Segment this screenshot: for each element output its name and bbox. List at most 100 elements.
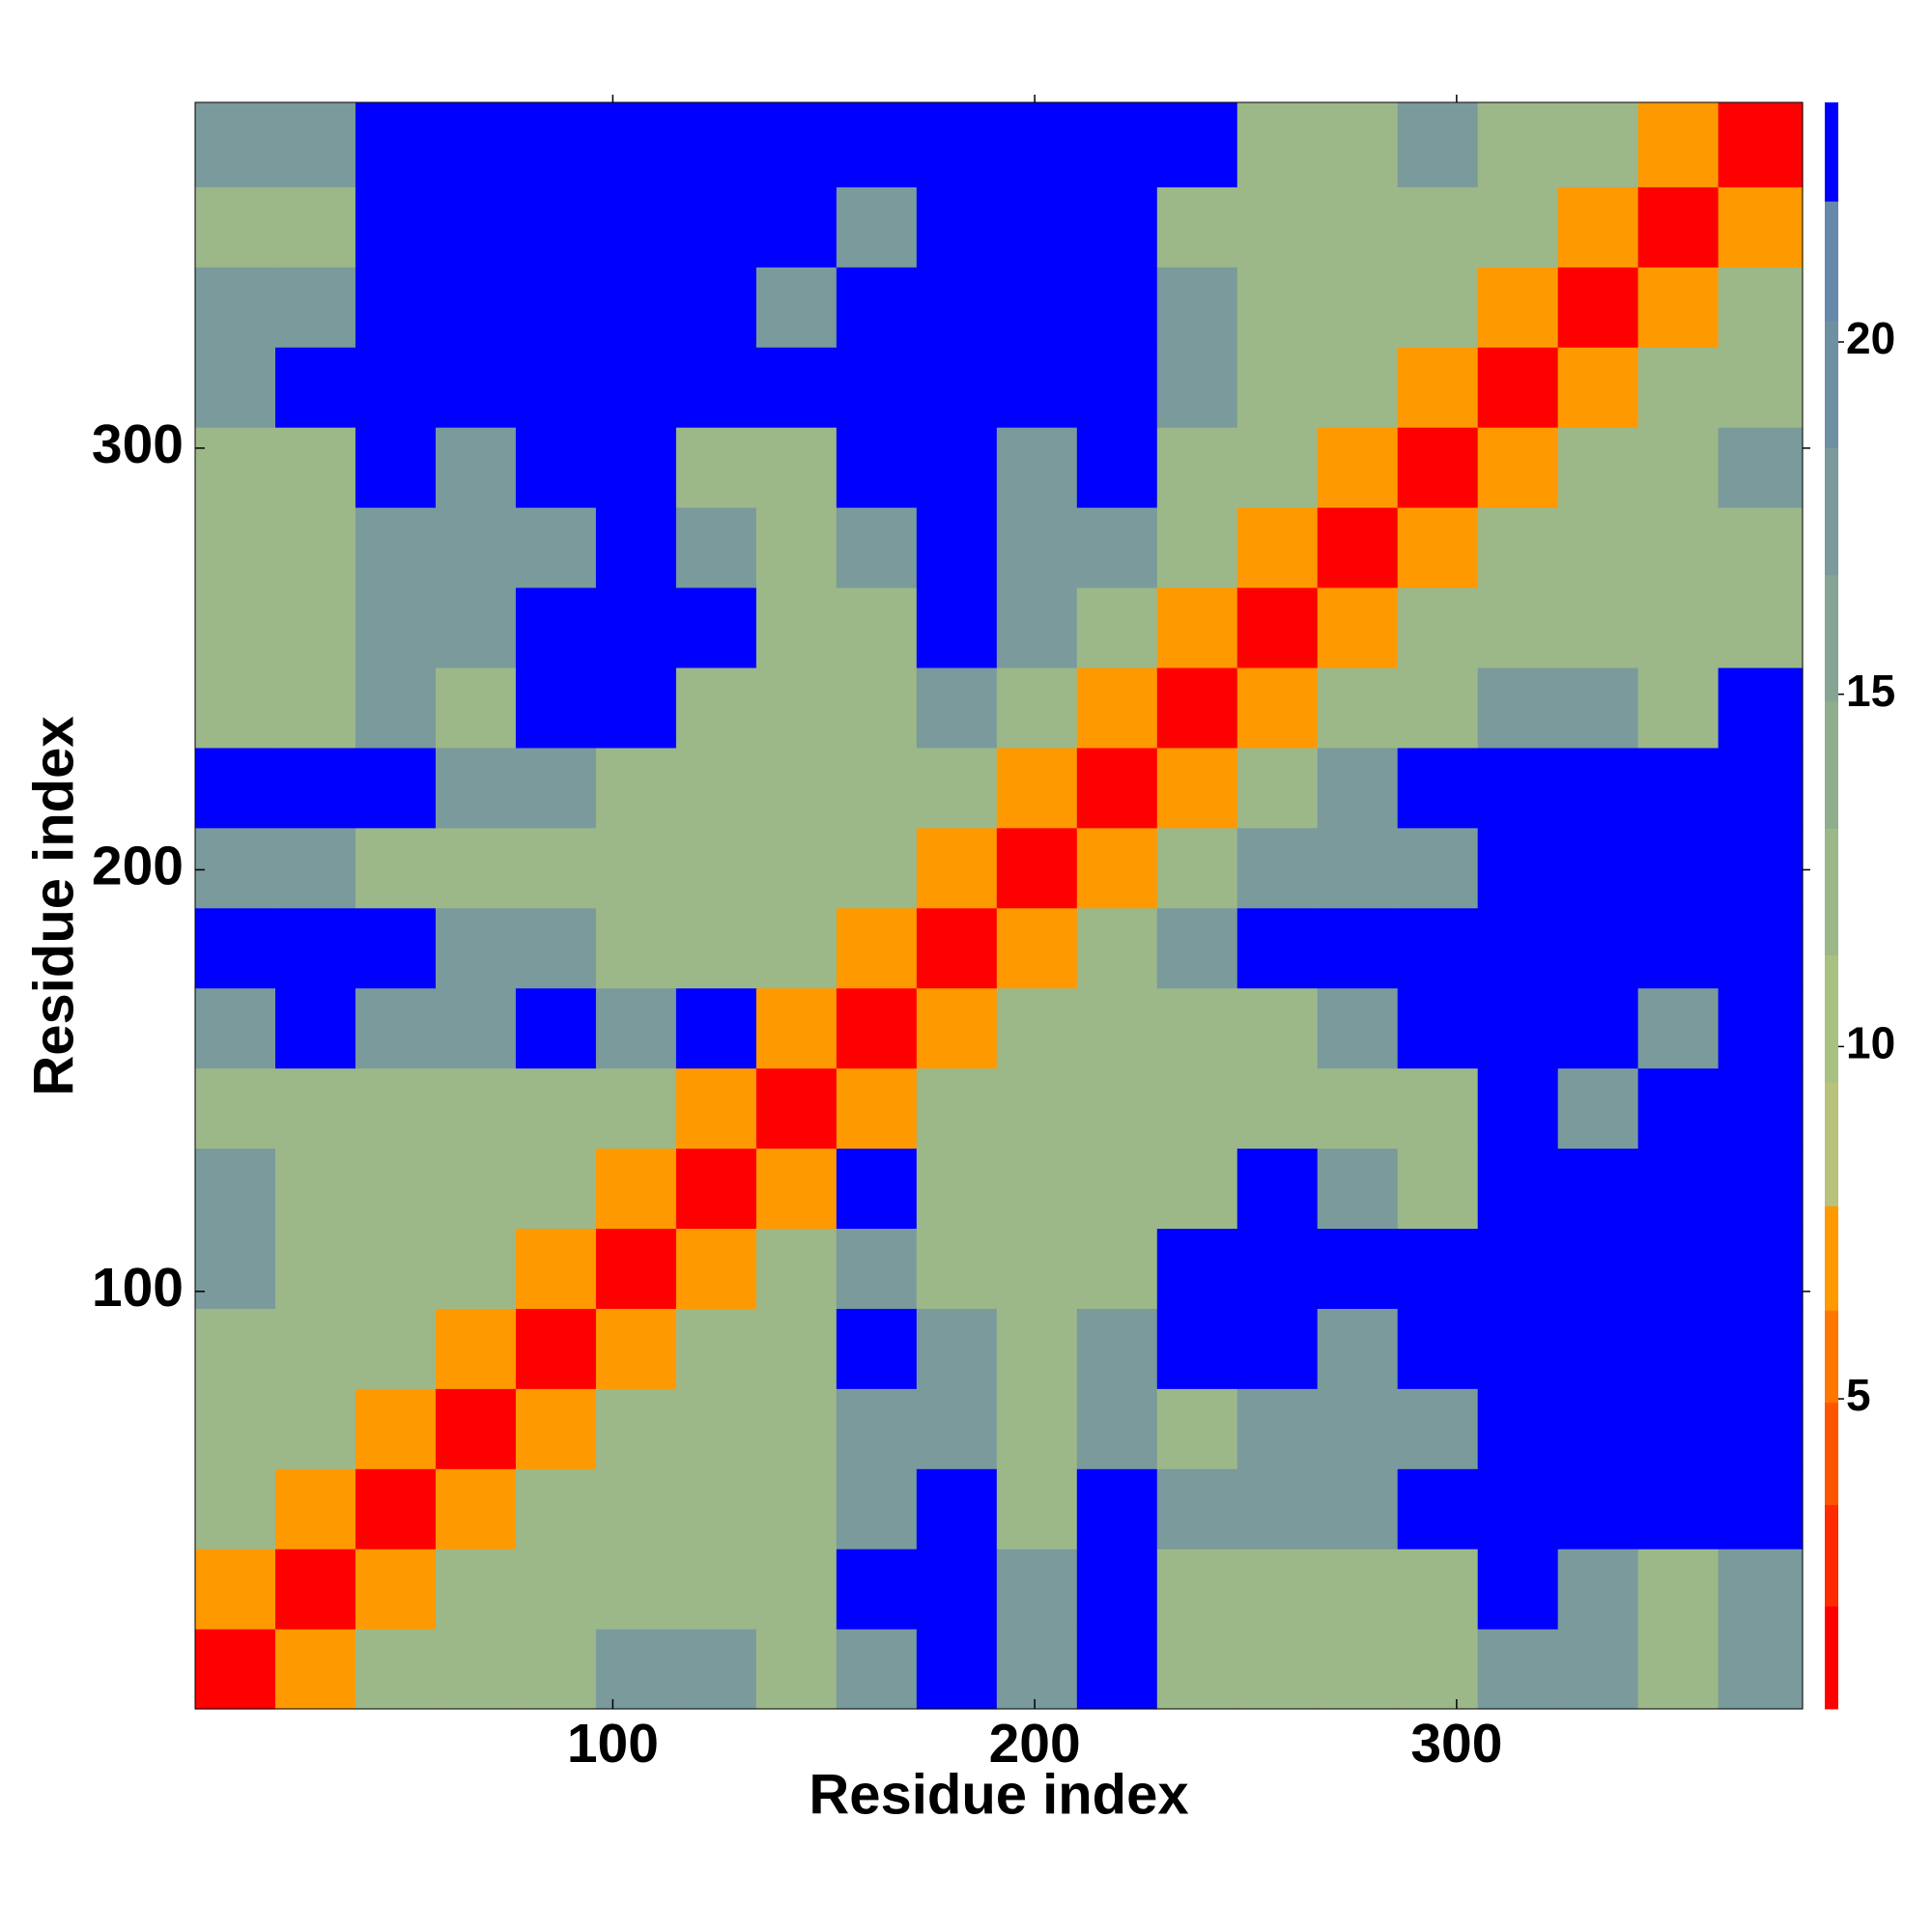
heat-cell [1557,186,1639,268]
heat-cell [916,827,998,909]
heat-cell [274,267,356,348]
heat-cell [1076,507,1158,588]
heat-cell [1156,347,1238,428]
heat-cell [355,507,437,588]
heat-cell [1156,747,1238,829]
heat-cell [1076,186,1158,268]
heat-cell [1477,347,1559,428]
heat-cell [916,987,998,1069]
heat-cell [1317,1388,1399,1469]
heat-cell [435,186,517,268]
heat-cell [274,427,356,508]
heat-cell [1477,1388,1559,1469]
colorbar-segment [1825,1605,1838,1710]
heat-cell [916,102,998,187]
heat-cell [1637,1067,1719,1150]
heat-cell [435,827,517,909]
heat-cell [195,1468,276,1549]
heat-cell [1718,907,1804,989]
heat-cell [515,586,597,668]
heat-cell [274,1548,356,1630]
heat-cell [195,1228,276,1309]
heat-cell [274,827,356,909]
heat-cell [996,427,1078,508]
y-tick-label: 200 [92,835,184,896]
heat-cell [1317,987,1399,1069]
colorbar-segment [1825,447,1838,576]
heat-cell [1397,907,1479,989]
heat-cell [1637,1548,1719,1630]
heat-cell [1718,347,1804,428]
heat-cell [675,586,757,668]
heat-cell [836,747,918,829]
heat-cell [1236,1308,1319,1389]
heat-cell [1397,427,1479,508]
heat-cell [1718,667,1804,749]
heat-cell [1637,1228,1719,1309]
heat-cell [836,347,918,428]
heat-cell [1557,507,1639,588]
heat-cell [1397,1629,1479,1710]
heat-cell [675,1629,757,1710]
heat-cell [355,427,437,508]
heat-cell [1156,1148,1238,1230]
heat-cell [1156,1468,1238,1549]
colorbar-segment [1825,1402,1838,1505]
heat-cell [274,102,356,187]
heat-cell [1076,1308,1158,1389]
heat-cell [755,987,838,1069]
heat-cell [515,667,597,749]
heat-cell [1637,667,1719,749]
heat-cell [274,186,356,268]
heat-cell [996,1388,1078,1469]
heat-cell [595,347,677,428]
heat-cell [1156,667,1238,749]
heat-cell [195,667,276,749]
heat-cell [274,1148,356,1230]
heat-cell [996,1308,1078,1389]
heat-cell [675,1067,757,1150]
heat-cell [836,1228,918,1309]
heat-cell [1557,102,1639,187]
heat-cell [1236,827,1319,909]
heat-cell [355,907,437,989]
heat-cell [916,1388,998,1469]
heat-cell [1557,267,1639,348]
heat-cell [435,1228,517,1309]
heat-cell [1076,586,1158,668]
heat-cell [675,1388,757,1469]
heat-cell [1718,186,1804,268]
heat-cell [1718,747,1804,829]
heat-cell [1557,1148,1639,1230]
heat-cell [274,1308,356,1389]
heat-cell [916,267,998,348]
heat-cell [355,267,437,348]
heat-cell [595,1629,677,1710]
heat-cell [1718,1228,1804,1309]
heat-cell [1236,1067,1319,1150]
heat-cell [355,347,437,428]
heat-cell [1557,827,1639,909]
heat-cell [595,1548,677,1630]
heat-cell [595,1228,677,1309]
heat-cell [195,1067,276,1150]
heat-cell [1236,1388,1319,1469]
heat-cell [836,267,918,348]
heat-cell [675,507,757,588]
heat-cell [836,1148,918,1230]
colorbar-segment [1825,954,1838,1083]
heat-cell [836,1388,918,1469]
heat-cell [1317,427,1399,508]
heat-cell [355,1308,437,1389]
heat-cell [1718,102,1804,187]
heat-cell [1637,987,1719,1069]
heat-cell [1156,827,1238,909]
heat-cell [595,1468,677,1549]
heat-cell [1076,907,1158,989]
heat-cell [1718,1148,1804,1230]
heat-cell [1317,907,1399,989]
y-axis-title: Residue index [22,716,85,1095]
heat-cell [1236,1228,1319,1309]
heat-cell [435,102,517,187]
